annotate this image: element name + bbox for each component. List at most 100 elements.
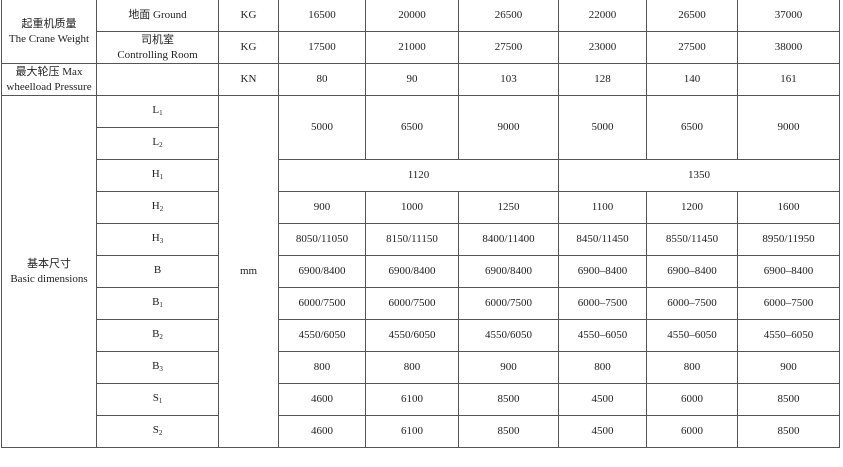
cell-text: 4500: [591, 393, 614, 405]
table-row: S2 4600 6100 8500 4500 6000 8500: [2, 415, 840, 448]
cell-text: 6900–8400: [763, 265, 814, 277]
subscript: 2: [159, 140, 163, 149]
crane-spec-table: 起重机质量 The Crane Weight 地面 Ground KG 16500 200…: [1, 0, 840, 448]
table-cell: 6900/8400: [278, 255, 366, 288]
subscript: 2: [158, 428, 163, 437]
cell-text: 8950/11950: [762, 233, 815, 245]
table-cell: 161: [737, 63, 840, 96]
symbol: L: [152, 103, 160, 116]
table-cell: 20000: [365, 0, 459, 32]
table-cell: 8550/11450: [646, 223, 738, 256]
table-cell: 900: [737, 351, 840, 384]
cell-text: 1350: [688, 169, 710, 181]
cell-text: 6000/7500: [388, 297, 436, 309]
cell-text: KG: [240, 41, 257, 53]
table-cell: 128: [558, 63, 647, 96]
table-cell: 6000–7500: [737, 287, 840, 320]
cell-text: KN: [240, 73, 257, 85]
cell-text: 800: [403, 361, 421, 373]
table-cell: 1600: [737, 191, 840, 224]
table-cell: 5000: [558, 95, 647, 160]
table-cell: 4550–6050: [558, 319, 647, 352]
symbol: B: [152, 359, 160, 372]
table-cell: 4500: [558, 415, 647, 448]
cell-text: KG: [240, 9, 257, 21]
cell-text: 司机室: [141, 33, 174, 46]
cell-text: 6900–8400: [577, 265, 628, 277]
cell-text: 1200: [681, 201, 703, 213]
table-row: S1 4600 6100 8500 4500 6000 8500: [2, 383, 840, 416]
table-cell: 8400/11400: [458, 223, 559, 256]
cell-text: 8150/11150: [386, 233, 438, 245]
table-cell: 9000: [458, 95, 559, 160]
table-cell: 26500: [458, 0, 559, 32]
table-cell: 800: [646, 351, 738, 384]
unit: mm: [218, 95, 279, 448]
cell-text: 900: [313, 201, 331, 213]
cell-text: 1600: [777, 201, 800, 213]
table-cell: 90: [365, 63, 459, 96]
cell-text: 地面 Ground: [128, 9, 187, 21]
subscript: 2: [159, 204, 164, 213]
cell-text: 38000: [774, 41, 803, 53]
symbol: H: [151, 199, 160, 212]
table-cell: 8450/11450: [558, 223, 647, 256]
table-cell: 6900/8400: [365, 255, 459, 288]
table-cell: 4550–6050: [737, 319, 840, 352]
subscript: 2: [159, 332, 163, 341]
table-cell: 1100: [558, 191, 647, 224]
cell-text: 16500: [308, 9, 336, 21]
table-row: H3 8050/11050 8150/11150 8400/11400 8450/114…: [2, 223, 840, 256]
cell-text: 8500: [777, 393, 800, 405]
cell-text: 8400/11400: [482, 233, 535, 245]
cell-text: 6000: [681, 393, 703, 405]
cell-text: 4600: [311, 393, 333, 405]
unit: KN: [218, 63, 279, 96]
table-cell: 80: [278, 63, 366, 96]
param-S2: S2: [96, 415, 219, 448]
cell-text: 800: [313, 361, 331, 373]
table-cell: 8500: [737, 383, 840, 416]
cell-text: 9000: [497, 121, 520, 133]
cell-text: 4550–6050: [577, 329, 628, 341]
cell-text: 4550/6050: [388, 329, 436, 341]
table-cell: 23000: [558, 31, 647, 64]
cell-text: 103: [500, 73, 517, 85]
table-cell: 6000/7500: [365, 287, 459, 320]
cell-text: 800: [594, 361, 611, 373]
table-row: 基本尺寸 Basic dimensions L1 mm 5000 6500 9000 5000…: [1, 95, 840, 448]
cab-label: 司机室 Controlling Room: [96, 31, 219, 64]
table-cell: 4550–6050: [646, 319, 738, 352]
param-B1: B1: [96, 287, 219, 320]
table-cell: 6900–8400: [646, 255, 738, 288]
table-cell: 1120: [278, 159, 559, 192]
pressure-label: 最大轮压 Max wheelload Pressure: [1, 63, 97, 96]
table-cell: 1350: [558, 159, 840, 192]
param-H3: H3: [96, 223, 219, 256]
cell-text: 起重机质量: [21, 17, 77, 30]
subscript: 3: [159, 236, 164, 245]
table-cell: 6000–7500: [646, 287, 738, 320]
table-cell: 6000–7500: [558, 287, 647, 320]
cell-text: 6000–7500: [763, 297, 814, 309]
dimensions-label: 基本尺寸 Basic dimensions: [1, 95, 97, 448]
table-cell: 800: [558, 351, 647, 384]
table-cell: 4500: [558, 383, 647, 416]
cell-text: 23000: [588, 41, 617, 53]
param-L2: L2: [96, 127, 219, 160]
table-cell: 1200: [646, 191, 738, 224]
table-cell: 6900–8400: [558, 255, 647, 288]
symbol: H: [151, 167, 160, 180]
table-row: 起重机质量 The Crane Weight 地面 Ground KG 16500 200…: [1, 0, 840, 64]
cell-text: 9000: [777, 121, 800, 133]
symbol: B: [153, 263, 162, 276]
subscript: 3: [159, 364, 163, 373]
table-cell: 5000: [278, 95, 366, 160]
param-B2: B2: [96, 319, 219, 352]
table-cell: 6000: [646, 415, 738, 448]
table-cell: 17500: [278, 31, 366, 64]
cell-text: 6100: [401, 393, 423, 405]
table-cell: 8500: [458, 383, 559, 416]
subscript: 1: [159, 108, 163, 117]
table-cell: 16500: [278, 0, 366, 32]
